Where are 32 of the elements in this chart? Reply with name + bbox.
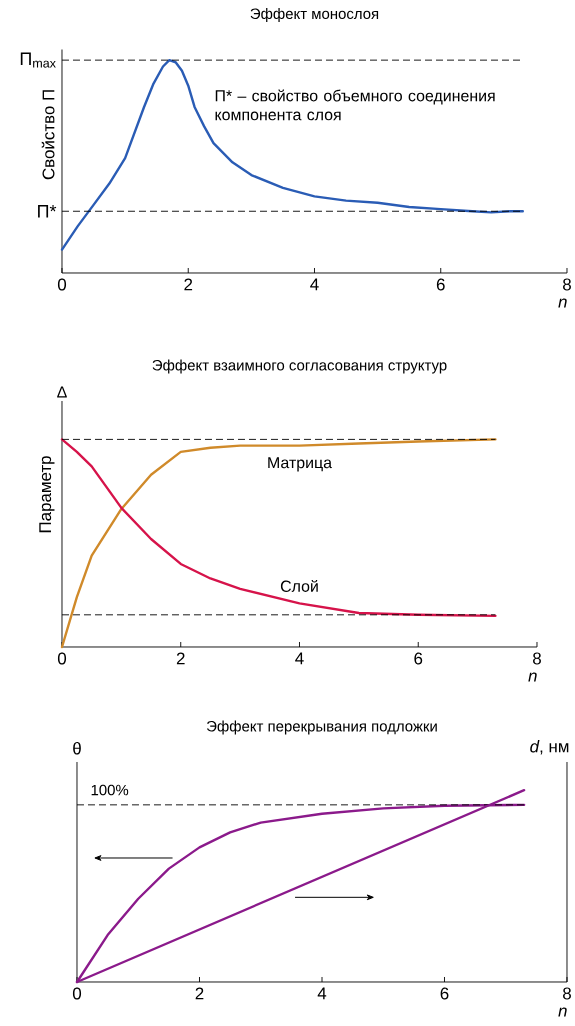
y-axis-title: Свойство П <box>41 90 55 180</box>
chart-title: Эффект монослоя <box>250 8 379 22</box>
x-axis-title: n <box>558 1007 567 1017</box>
x-tick-label: 0 <box>57 652 67 665</box>
chart-title: Эффект взаимного согласования структур <box>152 359 447 374</box>
y2-axis-title: d, нм <box>530 740 569 755</box>
x-tick-label: 2 <box>195 987 204 1000</box>
annotation: П* – свойство объемного соединения компонента слоя <box>215 89 495 121</box>
x-axis-title: n <box>528 672 537 682</box>
ref-line-label: 100% <box>91 784 129 796</box>
ref-line-label: П* <box>38 205 57 218</box>
y-axis-title: Параметр <box>39 456 55 533</box>
x-tick-label: 6 <box>436 278 445 291</box>
x-axis-title: n <box>558 298 567 308</box>
x-tick-label: 2 <box>176 652 185 665</box>
x-tick-label: 4 <box>317 987 327 1000</box>
text: Δ <box>57 386 67 398</box>
x-tick-label: 8 <box>563 278 571 291</box>
ref-line-label: П$_{max}$ <box>20 52 56 68</box>
x-tick-label: 2 <box>184 278 193 291</box>
series-label: Матрица <box>268 457 333 472</box>
chart-title: Эффект перекрывания подложки <box>206 720 437 735</box>
x-tick-label: 4 <box>295 652 304 665</box>
x-tick-label: 6 <box>440 987 449 1000</box>
x-tick-label: 8 <box>563 987 571 1000</box>
y-axis-title: θ <box>73 742 81 755</box>
x-tick-label: 0 <box>57 278 67 291</box>
series-label: Слой <box>280 579 318 592</box>
x-tick-label: 0 <box>72 987 82 1000</box>
x-tick-label: 4 <box>310 278 319 291</box>
x-tick-label: 8 <box>533 652 541 665</box>
x-tick-label: 6 <box>414 652 423 665</box>
